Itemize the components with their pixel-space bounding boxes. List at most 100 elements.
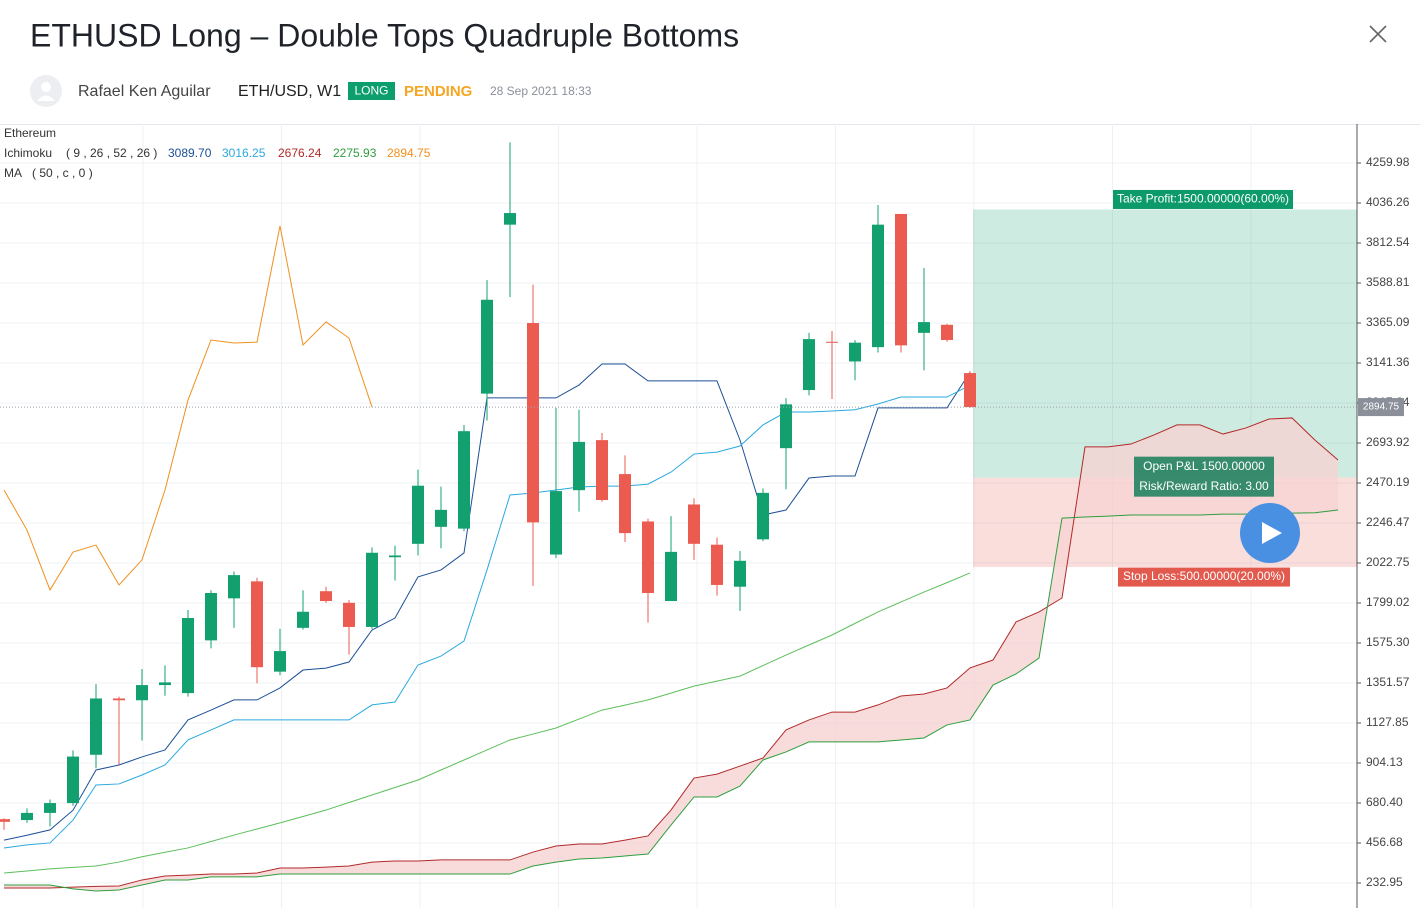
candle-body xyxy=(412,485,424,544)
candle-body xyxy=(136,685,148,701)
candle-body xyxy=(274,651,286,672)
candle-body xyxy=(757,492,769,540)
candle-body xyxy=(550,491,562,555)
candle-body xyxy=(803,339,815,391)
y-tick-label: 2470.19 xyxy=(1366,475,1410,489)
overlay: 2894.75 Take Profit:1500.00000(60.00%) Sto… xyxy=(1113,189,1404,587)
status: PENDING xyxy=(404,83,472,100)
play-button[interactable] xyxy=(1240,503,1300,563)
indicator-params: ( 50 , c , 0 ) xyxy=(32,166,93,180)
y-tick-label: 3365.09 xyxy=(1366,315,1410,329)
candle-body xyxy=(90,698,102,755)
rr-label: Risk/Reward Ratio: 3.00 xyxy=(1139,479,1269,493)
indicator-line xyxy=(4,417,1339,889)
pnl-label: Open P&L 1500.00000 xyxy=(1143,459,1265,473)
candle-body xyxy=(228,575,240,599)
direction: LONG xyxy=(354,84,388,98)
stop-loss-label-bg xyxy=(1118,567,1290,587)
candle-body xyxy=(826,341,838,343)
candle-body xyxy=(849,342,861,362)
y-tick-label: 1575.30 xyxy=(1366,635,1410,649)
y-tick-label: 2246.47 xyxy=(1366,515,1410,529)
avatar xyxy=(30,75,62,107)
indicator-params: ( 9 , 26 , 52 , 26 ) xyxy=(66,146,157,160)
candle-body xyxy=(504,213,516,225)
legend-value: 2676.24 xyxy=(278,146,322,160)
indicator-line xyxy=(3,572,971,874)
candle-body xyxy=(297,611,309,628)
candle-body xyxy=(619,474,631,534)
indicator-line xyxy=(3,384,971,849)
candle-body xyxy=(366,552,378,627)
price-axis: 232.95 456.68 680.40 904.13 1127.85 1351.57 15… xyxy=(1356,124,1410,908)
candle-body xyxy=(113,698,125,701)
author[interactable]: Rafael Ken Aguilar xyxy=(78,83,211,100)
y-tick-label: 456.68 xyxy=(1366,835,1403,849)
indicator-name: Ichimoku xyxy=(4,146,52,160)
candle-body xyxy=(389,555,401,558)
candle-body xyxy=(182,618,194,694)
y-tick-label: 232.95 xyxy=(1366,875,1403,889)
candle-body xyxy=(596,440,608,501)
last-price-tag xyxy=(1358,398,1404,417)
y-tick-label: 2693.92 xyxy=(1366,435,1410,449)
candle-body xyxy=(527,323,539,523)
y-tick-label: 904.13 xyxy=(1366,755,1403,769)
take-profit-label-bg xyxy=(1113,189,1293,209)
y-tick-label: 3141.36 xyxy=(1366,355,1410,369)
candle-body xyxy=(481,299,493,394)
candle-body xyxy=(688,504,700,544)
y-tick-label: 1799.02 xyxy=(1366,595,1410,609)
last-price-label: 2894.75 xyxy=(1363,402,1400,413)
candle-body xyxy=(711,544,723,585)
y-tick-label: 3588.81 xyxy=(1366,275,1410,289)
candle-body xyxy=(734,560,746,587)
candle-body xyxy=(780,404,792,449)
date: 28 Sep 2021 18:33 xyxy=(490,84,592,98)
close-button[interactable] xyxy=(1369,25,1387,43)
stop-loss-label: Stop Loss:500.00000(20.00%) xyxy=(1123,569,1285,583)
y-tick-label: 4036.26 xyxy=(1366,195,1410,209)
idea-title: ETHUSD Long – Double Tops Quadruple Bott… xyxy=(30,17,739,53)
candle-body xyxy=(159,682,171,686)
candle-body xyxy=(21,812,33,821)
candle-body xyxy=(0,819,10,822)
y-tick-label: 1127.85 xyxy=(1366,715,1409,729)
pnl-box xyxy=(1134,456,1274,497)
indicator-line xyxy=(4,509,1339,892)
candle-body xyxy=(205,592,217,641)
candle-body xyxy=(895,213,907,346)
indicator-name: MA xyxy=(4,166,22,180)
candle-body xyxy=(665,551,677,602)
legend-value: 3089.70 xyxy=(168,146,212,160)
candle-body xyxy=(67,756,79,804)
take-profit-label: Take Profit:1500.00000(60.00%) xyxy=(1117,192,1289,206)
candle-body xyxy=(642,521,654,593)
plot xyxy=(0,142,1357,892)
candle-body xyxy=(941,324,953,340)
y-tick-label: 2022.75 xyxy=(1366,555,1410,569)
indicator-line xyxy=(3,225,373,592)
legend-value: 3016.25 xyxy=(222,146,266,160)
candle-body xyxy=(872,224,884,348)
y-tick-label: 1351.57 xyxy=(1366,675,1410,689)
candle-body xyxy=(964,373,976,408)
y-tick-label: 4259.98 xyxy=(1366,155,1410,169)
y-tick-label: 680.40 xyxy=(1366,795,1403,809)
y-tick-label: 3812.54 xyxy=(1366,235,1410,249)
candle-body xyxy=(251,581,263,668)
candle-body xyxy=(44,803,56,813)
candle-body xyxy=(918,322,930,333)
symbol-legend: Ethereum xyxy=(4,126,56,140)
candle-body xyxy=(435,509,447,527)
candle-body xyxy=(458,431,470,529)
direction-badge xyxy=(348,82,395,100)
legend-value: 2894.75 xyxy=(387,146,431,160)
candle-body xyxy=(343,602,355,627)
indicator-line xyxy=(3,363,971,841)
symbol: ETH/USD, W1 xyxy=(238,83,341,100)
legend-value: 2275.93 xyxy=(333,146,377,160)
candle-body xyxy=(573,441,585,491)
